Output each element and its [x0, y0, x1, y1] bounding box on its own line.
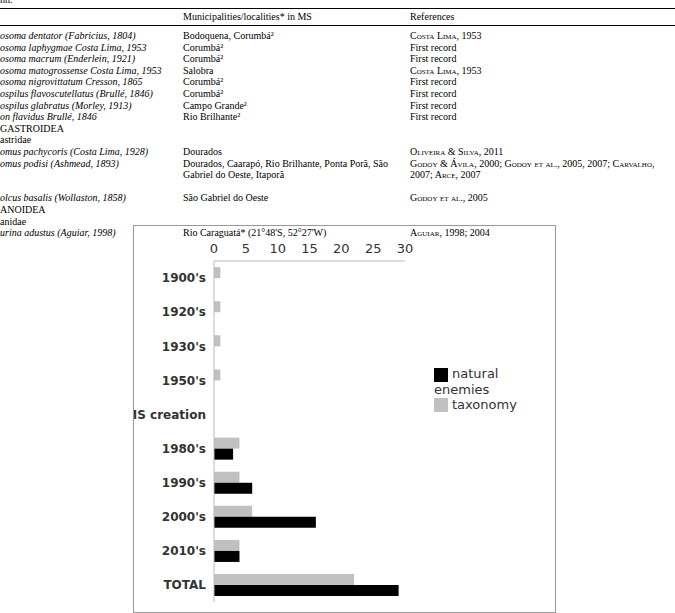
svg-text:1980's: 1980's — [162, 442, 206, 456]
html-text:osoma macrum (Enderlein, 1921): osoma macrum (Enderlein, 1921) — [0, 53, 135, 65]
html-text:Dourados: Dourados — [183, 146, 222, 157]
html-text:omus pachycoris (Costa Lima, 1: omus pachycoris (Costa Lima, 1928) — [0, 146, 149, 157]
html-text:Godoy & Ávila, 2000; Godoy et: Godoy & Ávila, 2000; Godoy et al., 2005,… — [410, 157, 655, 181]
html-text:Aguiar, 1998; 2004: Aguiar, 1998; 2004 — [410, 227, 490, 239]
html-text:Corumbá²: Corumbá² — [183, 53, 224, 65]
svg-text:30: 30 — [397, 241, 414, 256]
svg-text:1900's: 1900's — [162, 271, 206, 285]
html-text:São Gabriel do Oeste: São Gabriel do Oeste — [183, 192, 269, 204]
svg-text:10: 10 — [269, 241, 286, 256]
html-text:Corumbá²: Corumbá² — [183, 41, 224, 53]
svg-text:TOTAL: TOTAL — [163, 578, 206, 592]
svg-text:25: 25 — [365, 241, 382, 256]
html-text:ANOIDEA: ANOIDEA — [0, 204, 46, 215]
svg-text:1920's: 1920's — [162, 305, 206, 319]
html-text:osoma matogrossense Costa Lima: osoma matogrossense Costa Lima, 1953 — [0, 64, 162, 76]
html-text:olcus basalis (Wollaston, 1858: olcus basalis (Wollaston, 1858) — [0, 192, 126, 204]
html-text:Corumbá²: Corumbá² — [183, 76, 224, 88]
svg-text:15: 15 — [301, 241, 318, 256]
html-text:Oliveira & Silva, 2011: Oliveira & Silva, 2011 — [410, 146, 504, 157]
html-text:ospilus flavoscutellatus (Brul: ospilus flavoscutellatus (Brullé, 1846) — [0, 88, 153, 99]
svg-text:1950's: 1950's — [162, 374, 206, 388]
html-text:anidae: anidae — [0, 215, 27, 227]
html-text:taxonomy: taxonomy — [452, 396, 517, 412]
html-text:GASTROIDEA: GASTROIDEA — [0, 122, 64, 134]
html-text:First record: First record — [410, 111, 457, 123]
svg-text:5: 5 — [242, 241, 250, 256]
svg-text:1930's: 1930's — [162, 340, 206, 354]
html-text:Campo Grande²: Campo Grande² — [183, 99, 247, 111]
html-text:Salobra: Salobra — [183, 64, 214, 76]
svg-text:1990's: 1990's — [162, 476, 206, 490]
svg-text:2010's: 2010's — [162, 544, 206, 558]
html-text:ospilus glabratus (Morley, 191: ospilus glabratus (Morley, 1913) — [0, 99, 132, 111]
html-text:osoma dentator (Fabricius, 180: osoma dentator (Fabricius, 1804) — [0, 30, 136, 41]
html-text:Rio Brilhante²: Rio Brilhante² — [183, 111, 241, 123]
html-text:Costa Lima, 1953: Costa Lima, 1953 — [410, 30, 482, 41]
html-text:osoma nigrovittatum Cresson, 1: osoma nigrovittatum Cresson, 1865 — [0, 76, 143, 88]
html-text:urina adustus (Aguiar, 1998): urina adustus (Aguiar, 1998) — [0, 227, 116, 239]
html-text:on flavidus Brullé, 1846: on flavidus Brullé, 1846 — [0, 111, 97, 123]
html-text:natural enemies: natural enemies — [434, 366, 499, 397]
html-text:Bodoquena, Corumbá²: Bodoquena, Corumbá² — [183, 30, 274, 41]
html-text:Corumbá²: Corumbá² — [183, 88, 224, 99]
svg-text:0: 0 — [210, 241, 218, 256]
html-text:First record: First record — [410, 76, 457, 88]
html-text:Municipalities/localities* in: Municipalities/localities* in MS — [183, 11, 312, 22]
html-text:omus podisi (Ashmead, 1893): omus podisi (Ashmead, 1893) — [0, 157, 119, 169]
html-text:Rio Caraguatá* (21°48'S, 52°27: Rio Caraguatá* (21°48'S, 52°27'W) — [183, 227, 327, 239]
html-text:osoma laphygmae Costa Lima, 19: osoma laphygmae Costa Lima, 1953 — [0, 41, 147, 53]
html-text:References: References — [410, 11, 455, 22]
html-text:Costa Lima, 1953: Costa Lima, 1953 — [410, 64, 482, 76]
html-text:First record: First record — [410, 88, 457, 99]
svg-text:20: 20 — [333, 241, 350, 256]
html-text:First record: First record — [410, 53, 457, 65]
html-text:Godoy et al., 2005: Godoy et al., 2005 — [410, 192, 488, 204]
html-text:astridae: astridae — [0, 134, 32, 146]
html-text:First record: First record — [410, 41, 457, 53]
svg-text:2000's: 2000's — [162, 510, 206, 524]
svg-text:MS creation: MS creation — [134, 408, 206, 422]
html-text:First record: First record — [410, 99, 457, 111]
html-text:Dourados, Caarapó, Rio Brilhan: Dourados, Caarapó, Rio Brilhante, Ponta … — [183, 157, 388, 181]
